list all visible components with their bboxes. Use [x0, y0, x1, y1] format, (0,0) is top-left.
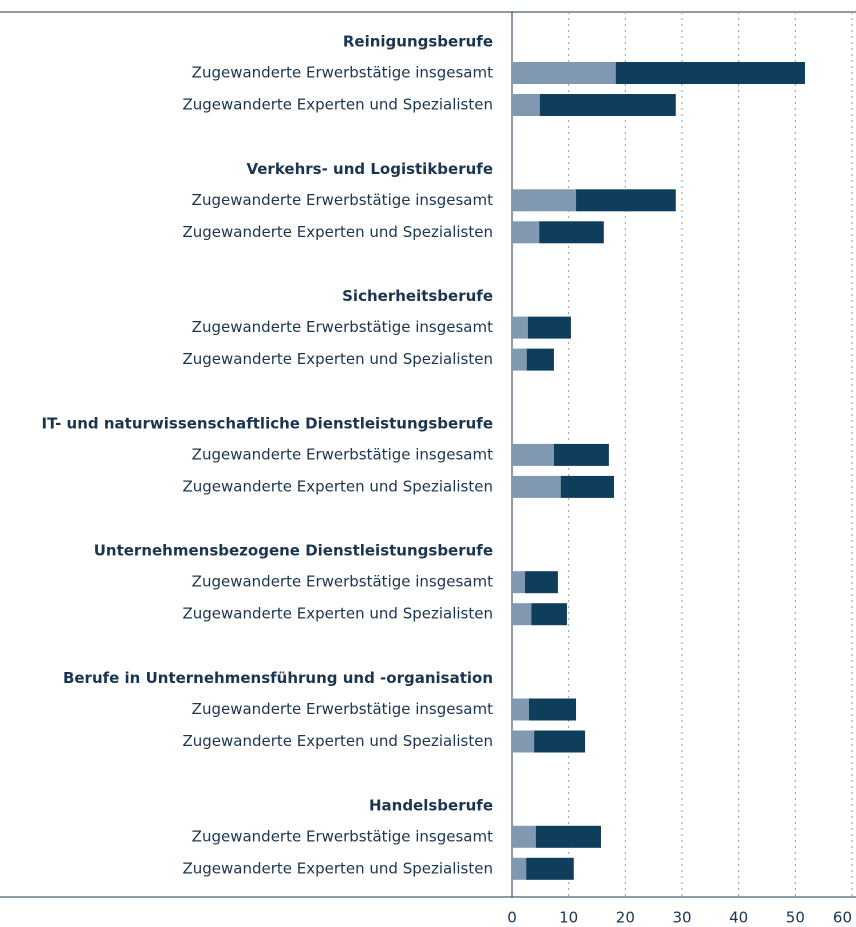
bar-segment	[539, 221, 604, 244]
category-label: Zugewanderte Erwerbstätige insgesamt	[192, 64, 493, 82]
bar-segment	[553, 443, 609, 466]
category-label: Zugewanderte Erwerbstätige insgesamt	[192, 318, 493, 336]
bar-segment	[534, 730, 586, 753]
category-label: Zugewanderte Experten und Spezialisten	[182, 96, 493, 114]
category-label: Zugewanderte Experten und Spezialisten	[182, 605, 493, 623]
category-label: Zugewanderte Erwerbstätige insgesamt	[192, 191, 493, 209]
category-label: Zugewanderte Erwerbstätige insgesamt	[192, 573, 493, 591]
category-label: Zugewanderte Erwerbstätige insgesamt	[192, 827, 493, 845]
group-label: Reinigungsberufe	[343, 33, 493, 51]
bar-segment	[512, 603, 532, 626]
category-label: Zugewanderte Experten und Spezialisten	[182, 859, 493, 877]
bar-segment	[512, 475, 561, 498]
bar-segment	[529, 698, 577, 721]
bar-segment	[527, 316, 571, 339]
x-tick-label: 0	[507, 909, 517, 927]
x-tick-label: 60	[833, 909, 852, 927]
group-label: IT- und naturwissenschaftliche Dienstlei…	[41, 414, 493, 432]
category-label: Zugewanderte Experten und Spezialisten	[182, 732, 493, 750]
bar-segment	[512, 221, 540, 244]
group-label: Handelsberufe	[369, 796, 493, 814]
bar-segment	[526, 857, 574, 880]
bar-segment	[525, 571, 558, 594]
bar-segment	[531, 603, 567, 626]
group-label: Sicherheitsberufe	[342, 287, 493, 305]
bar-segment	[512, 825, 536, 848]
x-tick-label: 20	[616, 909, 635, 927]
category-label: Zugewanderte Experten und Spezialisten	[182, 223, 493, 241]
bar-segment	[526, 348, 554, 371]
bar-segment	[512, 443, 554, 466]
x-tick-label: 40	[729, 909, 748, 927]
bar-segment	[576, 189, 676, 212]
group-label: Unternehmensbezogene Dienstleistungsberu…	[94, 542, 493, 560]
category-label: Zugewanderte Experten und Spezialisten	[182, 350, 493, 368]
bar-segment	[512, 571, 526, 594]
category-label: Zugewanderte Erwerbstätige insgesamt	[192, 700, 493, 718]
bar-segment	[535, 825, 601, 848]
bar-segment	[512, 189, 577, 212]
bar-segment	[512, 316, 528, 339]
bar-segment	[512, 94, 540, 116]
group-label: Verkehrs- und Logistikberufe	[246, 160, 493, 178]
bar-segment	[539, 94, 676, 116]
bar-segment	[512, 857, 527, 880]
category-label: Zugewanderte Experten und Spezialisten	[182, 477, 493, 495]
x-tick-label: 10	[559, 909, 578, 927]
bar-segment	[512, 698, 529, 721]
bar-segment	[615, 62, 805, 84]
x-tick-label: 50	[786, 909, 805, 927]
group-label: Berufe in Unternehmensführung und -organ…	[63, 669, 493, 687]
x-tick-label: 30	[672, 909, 691, 927]
category-label: Zugewanderte Erwerbstätige insgesamt	[192, 445, 493, 463]
bar-segment	[560, 475, 614, 498]
bar-segment	[512, 62, 616, 84]
bar-segment	[512, 348, 527, 371]
bar-segment	[512, 730, 535, 753]
